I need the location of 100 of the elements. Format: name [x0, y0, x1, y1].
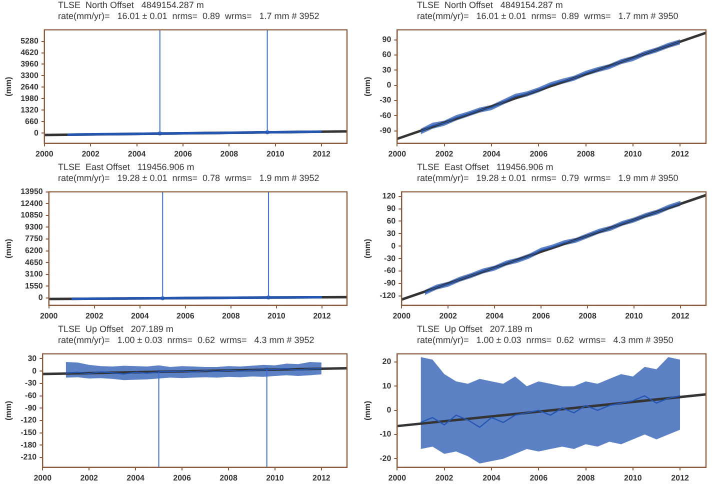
- y-tick-label: 1320: [20, 105, 39, 114]
- x-tick-label: 2012: [671, 149, 690, 158]
- y-tick-label: -60: [380, 110, 392, 120]
- y-tick-label: 0: [38, 293, 44, 302]
- y-tick-label: -120: [380, 291, 396, 300]
- y-tick-label: 10850: [20, 210, 44, 220]
- x-tick-label: 2008: [222, 311, 240, 320]
- y-axis-title: (mm): [363, 400, 372, 420]
- x-tick-label: 2002: [435, 149, 454, 158]
- y-tick-label: 90: [382, 35, 392, 44]
- y-tick-label: 7750: [25, 234, 44, 244]
- y-tick-label: 20: [382, 357, 392, 366]
- y-tick-label: 10: [382, 381, 392, 390]
- y-tick-label: 0: [386, 80, 392, 90]
- x-tick-label: 2008: [576, 149, 596, 158]
- x-tick-label: 2002: [439, 311, 458, 320]
- y-tick-label: -210: [20, 452, 38, 462]
- x-tick-label: 2002: [82, 149, 100, 158]
- y-tick-label: -60: [25, 390, 38, 400]
- y-axis-title: (mm): [363, 238, 372, 258]
- y-axis-title: (mm): [4, 76, 14, 96]
- x-tick-label: 2006: [532, 311, 550, 320]
- y-tick-label: 2640: [20, 82, 39, 92]
- y-tick-label: -20: [380, 454, 392, 463]
- x-tick-label: 2010: [266, 149, 285, 158]
- y-tick-label: 660: [25, 116, 39, 126]
- x-tick-label: 2012: [312, 473, 331, 482]
- x-tick-label: 2004: [482, 473, 501, 482]
- x-tick-label: 2000: [36, 149, 54, 158]
- y-axis-title: (mm): [4, 400, 14, 420]
- chart-title: TLSE North Offset 4849154.287 m: [416, 0, 564, 11]
- y-tick-label: 3960: [20, 59, 39, 68]
- x-tick-label: 2004: [128, 149, 146, 158]
- y-tick-label: -150: [20, 428, 38, 438]
- chart-subtitle: rate(mm/yr)= 19.28 ± 0.01 nrms= 0.79 wrms= 1.9 mm # 3950: [416, 173, 680, 184]
- y-tick-label: 0: [386, 406, 392, 415]
- x-tick-label: 2010: [268, 311, 286, 320]
- y-tick-label: 0: [34, 128, 39, 138]
- x-tick-label: 2008: [220, 149, 239, 158]
- y-tick-label: 30: [382, 65, 392, 74]
- chart-subtitle: rate(mm/yr)= 19.28 ± 0.01 nrms= 0.78 wrms= 1.9 mm # 3952: [57, 173, 320, 184]
- y-axis-title: (mm): [363, 76, 372, 96]
- chart-subtitle: rate(mm/yr)= 1.00 ± 0.03 nrms= 0.62 wrms= 4.3 mm # 3950: [416, 335, 674, 346]
- x-tick-label: 2012: [671, 473, 690, 482]
- x-tick-label: 2000: [388, 149, 407, 158]
- x-tick-label: 2006: [530, 473, 548, 482]
- y-tick-label: -90: [25, 403, 38, 412]
- y-tick-label: 1550: [25, 281, 44, 290]
- x-tick-label: 2010: [624, 473, 642, 482]
- y-axis-title: (mm): [4, 238, 14, 258]
- y-tick-label: 3300: [20, 70, 39, 80]
- y-tick-label: -30: [380, 96, 392, 105]
- chart-subtitle: rate(mm/yr)= 16.01 ± 0.01 nrms= 0.89 wrms= 1.7 mm # 3952: [57, 11, 320, 22]
- x-tick-label: 2002: [435, 473, 454, 482]
- y-tick-label: -90: [384, 278, 396, 288]
- chart-title: TLSE East Offset 119456.906 m: [416, 162, 554, 173]
- y-tick-label: 30: [386, 228, 396, 238]
- x-tick-label: 2008: [578, 311, 597, 320]
- y-tick-label: 60: [382, 50, 392, 60]
- y-tick-label: -30: [25, 378, 38, 388]
- x-tick-label: 2012: [313, 311, 332, 320]
- y-tick-label: 60: [386, 216, 396, 226]
- y-tick-label: 90: [386, 204, 396, 213]
- x-tick-label: 2006: [173, 473, 192, 482]
- chart-subtitle: rate(mm/yr)= 1.00 ± 0.03 nrms= 0.62 wrms= 4.3 mm # 3952: [57, 335, 316, 346]
- y-tick-label: -120: [20, 416, 38, 425]
- y-tick-label: 120: [382, 192, 396, 201]
- chart-title: TLSE Up Offset 207.189 m: [416, 324, 534, 335]
- x-tick-label: 2000: [392, 311, 412, 320]
- chart-subtitle: rate(mm/yr)= 16.01 ± 0.01 nrms= 0.89 wrms= 1.7 mm # 3950: [416, 11, 680, 22]
- x-tick-label: 2006: [176, 311, 195, 320]
- y-tick-label: 0: [391, 241, 396, 250]
- y-tick-label: 12400: [20, 198, 44, 208]
- x-tick-label: 2004: [486, 311, 504, 320]
- y-tick-label: -10: [380, 430, 392, 439]
- x-tick-label: 2004: [482, 149, 501, 158]
- y-tick-label: -180: [20, 440, 38, 450]
- y-tick-label: 4650: [25, 258, 44, 267]
- x-tick-label: 2004: [126, 473, 146, 482]
- x-tick-label: 2008: [220, 473, 238, 482]
- x-tick-label: 2002: [85, 311, 104, 320]
- y-tick-label: 4620: [20, 48, 39, 57]
- x-tick-label: 2006: [174, 149, 192, 158]
- x-tick-label: 2012: [312, 149, 332, 158]
- x-tick-label: 2012: [672, 311, 690, 320]
- chart-title: TLSE East Offset 119456.906 m: [57, 162, 196, 173]
- y-tick-label: -60: [384, 266, 396, 276]
- x-tick-label: 2010: [624, 149, 642, 158]
- x-tick-label: 2010: [266, 473, 284, 482]
- x-tick-label: 2004: [130, 311, 150, 320]
- x-tick-label: 2006: [530, 149, 548, 158]
- y-tick-label: 9300: [25, 222, 44, 232]
- chart-title: TLSE Up Offset 207.189 m: [57, 324, 174, 335]
- y-tick-label: 6200: [25, 246, 44, 255]
- y-tick-label: 3100: [25, 270, 44, 279]
- chart-title: TLSE North Offset 4849154.287 m: [57, 0, 205, 11]
- x-tick-label: 2000: [34, 473, 52, 482]
- x-tick-label: 2000: [40, 311, 58, 320]
- x-tick-label: 2002: [80, 473, 99, 482]
- y-tick-label: 1980: [20, 94, 39, 103]
